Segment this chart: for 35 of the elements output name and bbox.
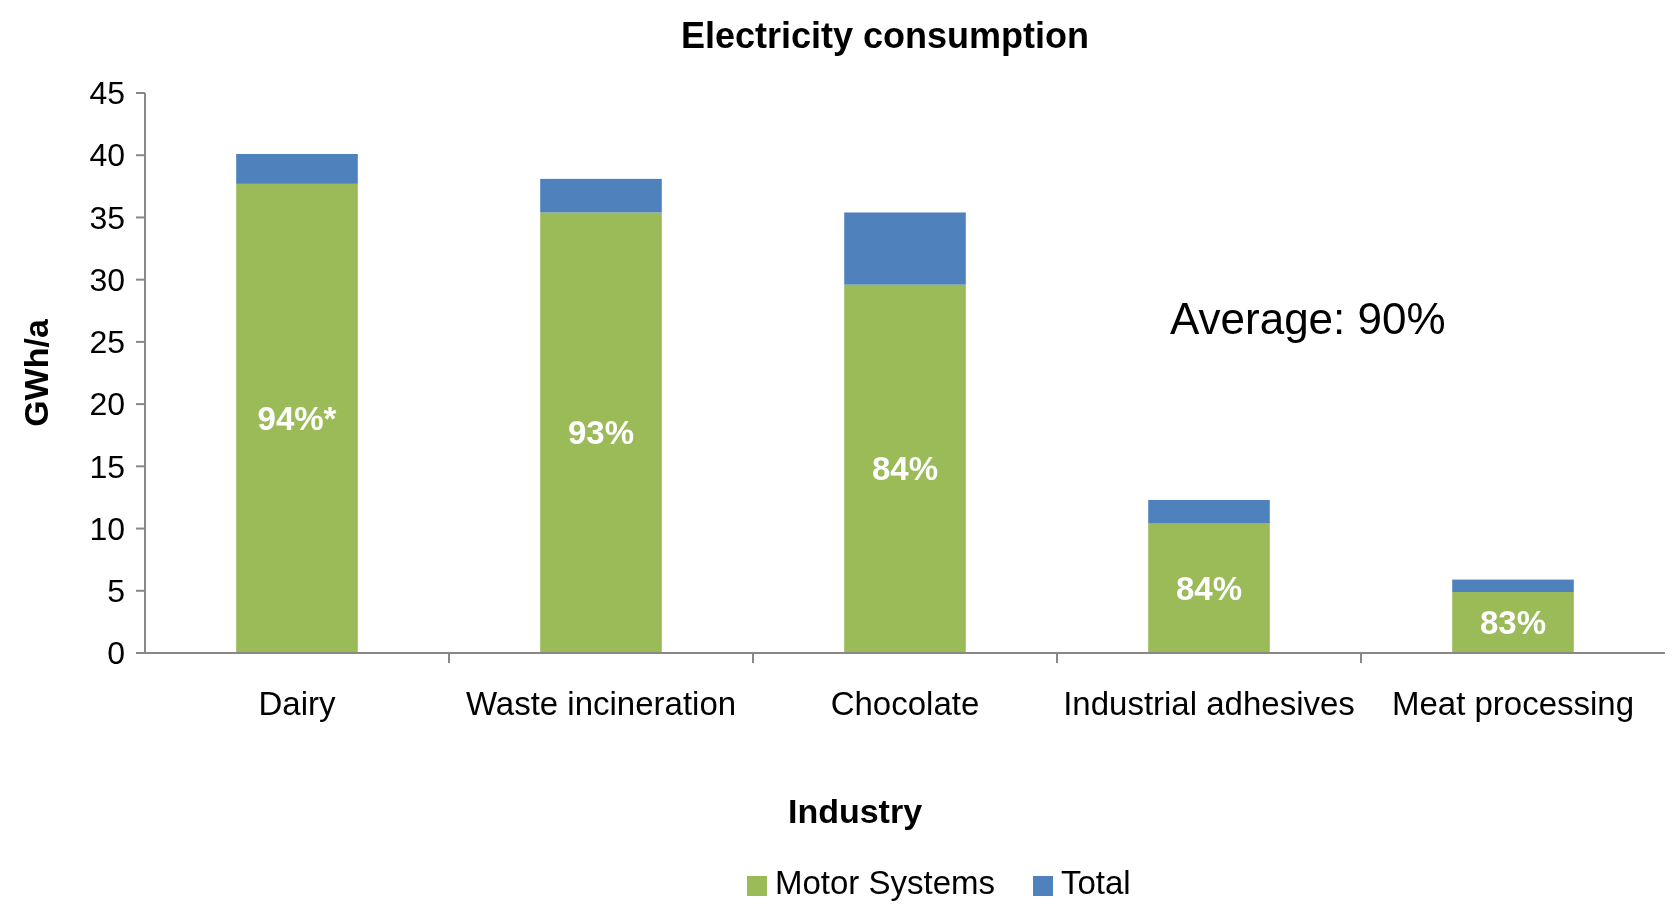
x-tick-label: Industrial adhesives <box>1063 685 1355 722</box>
bar <box>844 212 966 285</box>
annotation: 84% <box>871 450 939 488</box>
y-tick-label: 10 <box>89 510 125 547</box>
legend-label: Total <box>1061 864 1131 901</box>
y-tick-label: 45 <box>89 75 125 112</box>
y-tick-label: 25 <box>89 324 125 361</box>
chart-title: Electricity consumption <box>680 15 1090 56</box>
bar <box>540 212 662 653</box>
y-tick-label: 30 <box>89 261 125 298</box>
bar <box>540 178 662 213</box>
x-tick-label: Meat processing <box>1391 685 1635 722</box>
x-tick-label: Waste incineration <box>465 685 737 722</box>
annotation: 84% <box>1175 569 1243 607</box>
bar <box>236 153 358 184</box>
bar <box>236 183 358 653</box>
annotation: 94%* <box>257 399 337 437</box>
annotation: 83% <box>1479 604 1547 642</box>
annotation: Average: 90% <box>1170 293 1446 343</box>
legend-label: Motor Systems <box>775 864 996 901</box>
y-tick-label: 5 <box>107 572 125 609</box>
y-axis-title: GWh/a <box>17 318 55 427</box>
bar <box>1452 579 1574 593</box>
y-tick-label: 40 <box>89 137 125 174</box>
bar <box>1148 523 1270 653</box>
bar <box>844 284 966 653</box>
y-tick-label: 35 <box>89 199 125 236</box>
annotation: 93% <box>567 414 635 452</box>
x-axis-title: Industry <box>787 792 923 830</box>
y-tick-label: 20 <box>89 386 125 423</box>
y-tick-label: 15 <box>89 448 125 485</box>
bar <box>1148 499 1270 524</box>
y-tick-label: 0 <box>107 635 125 672</box>
x-tick-label: Dairy <box>258 685 336 722</box>
x-tick-label: Chocolate <box>830 685 980 722</box>
